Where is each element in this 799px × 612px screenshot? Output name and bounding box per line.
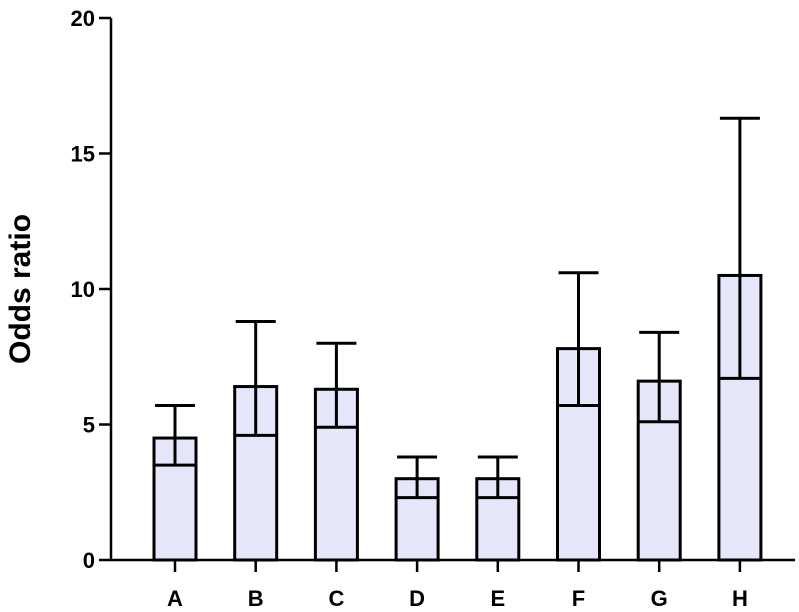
x-tick-label-D: D — [409, 586, 425, 611]
x-tick-label-E: E — [490, 586, 505, 611]
y-tick-label-15: 15 — [71, 142, 95, 167]
y-axis-title: Odds ratio — [4, 214, 37, 364]
x-tick-label-A: A — [167, 586, 183, 611]
y-tick-label-5: 5 — [83, 413, 95, 438]
y-tick-label-10: 10 — [71, 277, 95, 302]
axes — [99, 16, 795, 572]
x-tick-label-B: B — [248, 586, 264, 611]
x-tick-label-F: F — [572, 586, 585, 611]
y-tick-label-20: 20 — [71, 6, 95, 31]
y-tick-label-0: 0 — [83, 548, 95, 573]
tick-labels: 0 5 10 15 20 A B C D E F G H — [71, 6, 748, 611]
bars — [152, 273, 763, 562]
x-tick-label-H: H — [732, 586, 748, 611]
x-tick-label-C: C — [328, 586, 344, 611]
x-tick-label-G: G — [651, 586, 668, 611]
error-bars — [155, 116, 760, 500]
